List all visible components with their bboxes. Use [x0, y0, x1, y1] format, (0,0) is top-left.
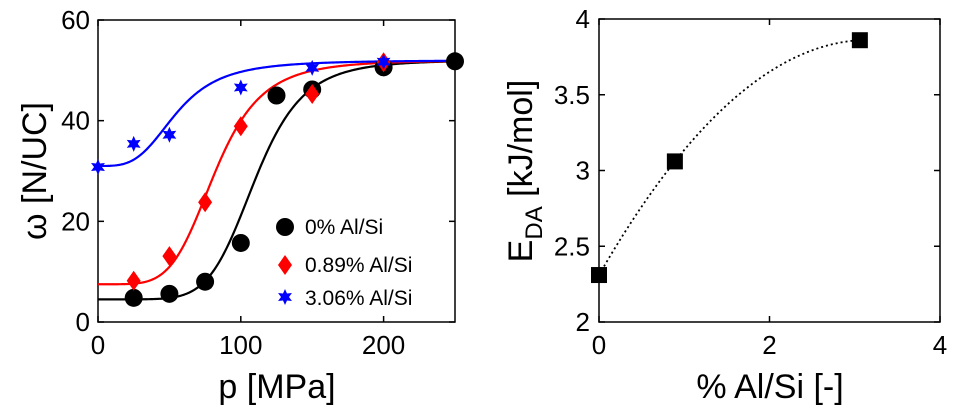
left-x-axis-label: p [MPa] [218, 368, 335, 406]
right-xtick-label: 2 [762, 330, 776, 360]
data-point-series-2 [162, 126, 177, 143]
left-ytick-label: 60 [61, 5, 90, 35]
left-ytick-label: 20 [61, 206, 90, 236]
left-data-markers [91, 52, 464, 307]
data-point-series-2 [376, 53, 391, 70]
left-legend: 0% Al/Si 0.89% Al/Si 3.06% Al/Si [276, 216, 412, 310]
right-chart: 0 2 422.533.54 % Al/Si [-] EDA [kJ/mol] [502, 4, 947, 406]
data-point-series-1 [233, 116, 248, 137]
data-point-series-0 [267, 86, 286, 105]
right-xtick-label: 0 [592, 330, 606, 360]
data-point-series-2 [91, 158, 105, 175]
fit-curve-series-1 [98, 60, 456, 286]
left-xtick-label: 0 [91, 330, 105, 360]
right-y-axis-label: EDA [kJ/mol] [502, 80, 548, 263]
data-point-square [666, 153, 683, 170]
data-point-square [851, 32, 868, 49]
data-point-series-1 [305, 83, 320, 104]
left-chart: 0 100 200 0 20 40 60 p [MPa] ω [N/UC] 0% Al/Si… [16, 5, 464, 406]
legend-label-1: 0.89% Al/Si [305, 254, 412, 277]
right-x-axis-label: % Al/Si [-] [696, 368, 843, 406]
legend-marker-0 [276, 218, 294, 236]
right-ytick-label: 3 [576, 156, 590, 186]
data-point-series-0 [160, 284, 179, 303]
left-axis-ticks: 0 100 200 0 20 40 60 [61, 5, 455, 360]
legend-label-2: 3.06% Al/Si [305, 287, 412, 310]
legend-label-0: 0% Al/Si [305, 216, 383, 239]
right-ytick-label: 4 [576, 4, 590, 34]
fit-curve-series-2 [98, 59, 456, 168]
data-point-series-1 [126, 270, 141, 291]
left-ytick-label: 40 [61, 106, 90, 136]
left-fit-curves [98, 59, 456, 301]
left-xtick-label: 200 [362, 330, 405, 360]
left-ytick-label: 0 [76, 307, 90, 337]
fit-curve-series-0 [98, 60, 456, 301]
legend-marker-1 [278, 255, 292, 275]
right-xtick-label: 4 [933, 330, 947, 360]
data-point-series-0 [446, 52, 464, 71]
right-y-label-unit: [kJ/mol] [502, 80, 540, 207]
data-point-series-2 [233, 79, 248, 96]
data-point-square [591, 267, 607, 284]
right-y-label-sub: DA [521, 206, 548, 239]
data-point-series-2 [126, 135, 141, 152]
data-point-series-1 [162, 246, 177, 267]
right-y-label-main: E [502, 240, 540, 263]
right-ytick-label: 2.5 [554, 231, 590, 261]
right-plot-frame [598, 18, 941, 323]
data-point-series-0 [196, 272, 215, 291]
data-point-series-1 [198, 192, 213, 213]
left-y-axis-label: ω [N/UC] [16, 102, 54, 240]
data-point-series-2 [305, 59, 320, 76]
right-axis-ticks: 0 2 422.533.54 [554, 4, 947, 360]
legend-marker-2 [278, 289, 292, 305]
right-data-markers [591, 32, 868, 284]
right-ytick-label: 3.5 [554, 80, 590, 110]
right-trend-line [598, 39, 860, 276]
data-point-series-0 [124, 288, 143, 307]
data-point-series-0 [231, 233, 250, 252]
left-xtick-label: 100 [219, 330, 262, 360]
right-ytick-label: 2 [576, 307, 590, 337]
